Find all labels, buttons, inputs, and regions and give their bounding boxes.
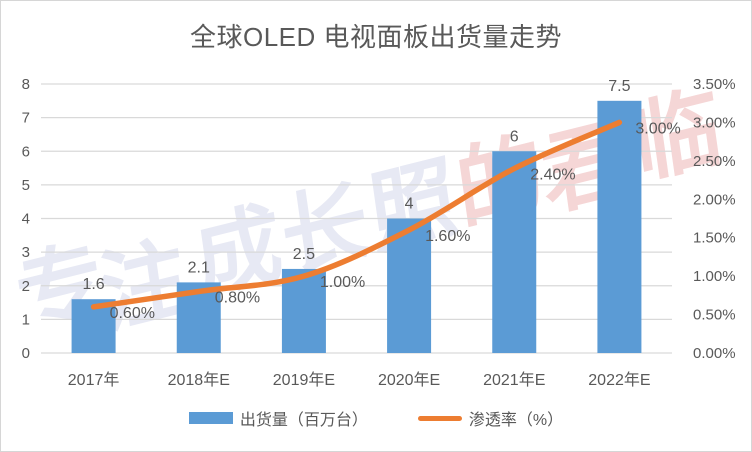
- bar-2020年E: [387, 218, 432, 353]
- right-axis-tick: 2.50%: [693, 153, 736, 170]
- left-axis-tick: 5: [22, 177, 30, 194]
- left-axis-tick: 3: [22, 244, 30, 261]
- left-axis-tick: 0: [22, 345, 30, 362]
- bar-value-label: 7.5: [608, 78, 630, 95]
- line-series-swatch-icon: [417, 415, 462, 421]
- bar-2019年E: [281, 268, 326, 353]
- line-value-label: 1.00%: [320, 274, 365, 291]
- x-axis-label: 2017年: [68, 371, 120, 389]
- x-axis-label: 2019年E: [273, 371, 335, 389]
- x-axis-label: 2018年E: [168, 371, 230, 389]
- right-axis-tick: 2.00%: [693, 191, 736, 208]
- bar-value-label: 2.1: [188, 259, 210, 276]
- legend-item-penetration: 渗透率（%）: [417, 406, 564, 430]
- bar-value-label: 6: [510, 128, 519, 145]
- line-value-label: 1.60%: [425, 228, 470, 245]
- line-value-label: 3.00%: [635, 120, 680, 137]
- left-axis-tick: 2: [22, 278, 30, 295]
- line-value-label: 2.40%: [530, 167, 575, 184]
- right-axis-tick: 0.50%: [693, 307, 736, 324]
- chart-legend: 出货量（百万台） 渗透率（%）: [1, 406, 751, 430]
- right-axis-tick: 1.00%: [693, 268, 736, 285]
- right-axis-tick: 0.00%: [693, 345, 736, 362]
- left-axis-tick: 1: [22, 311, 30, 328]
- left-axis-tick: 7: [22, 110, 30, 127]
- right-axis-tick: 3.50%: [693, 76, 736, 93]
- right-axis-tick: 1.50%: [693, 230, 736, 247]
- bar-2021年E: [492, 151, 537, 353]
- bar-value-label: 2.5: [293, 246, 315, 263]
- line-value-label: 0.80%: [215, 290, 260, 307]
- x-axis-label: 2021年E: [483, 371, 545, 389]
- penetration-line: [90, 119, 623, 310]
- right-axis-tick: 3.00%: [693, 114, 736, 131]
- x-axis-label: 2020年E: [378, 371, 440, 389]
- bar-value-label: 1.6: [82, 276, 104, 293]
- chart-title: 全球OLED 电视面板出货量走势: [189, 22, 563, 52]
- left-axis-tick: 8: [22, 76, 30, 93]
- line-value-label: 0.60%: [110, 305, 155, 322]
- left-axis-tick: 4: [22, 211, 30, 228]
- left-axis-tick: 6: [22, 143, 30, 160]
- bar-value-label: 4: [405, 196, 414, 213]
- bar-2022年E: [597, 100, 642, 353]
- legend-label-shipments: 出货量（百万台）: [239, 412, 368, 429]
- legend-item-shipments: 出货量（百万台）: [188, 406, 368, 430]
- bar-series-swatch-icon: [188, 412, 233, 424]
- x-axis-label: 2022年E: [588, 371, 650, 389]
- legend-label-penetration: 渗透率（%）: [468, 412, 564, 429]
